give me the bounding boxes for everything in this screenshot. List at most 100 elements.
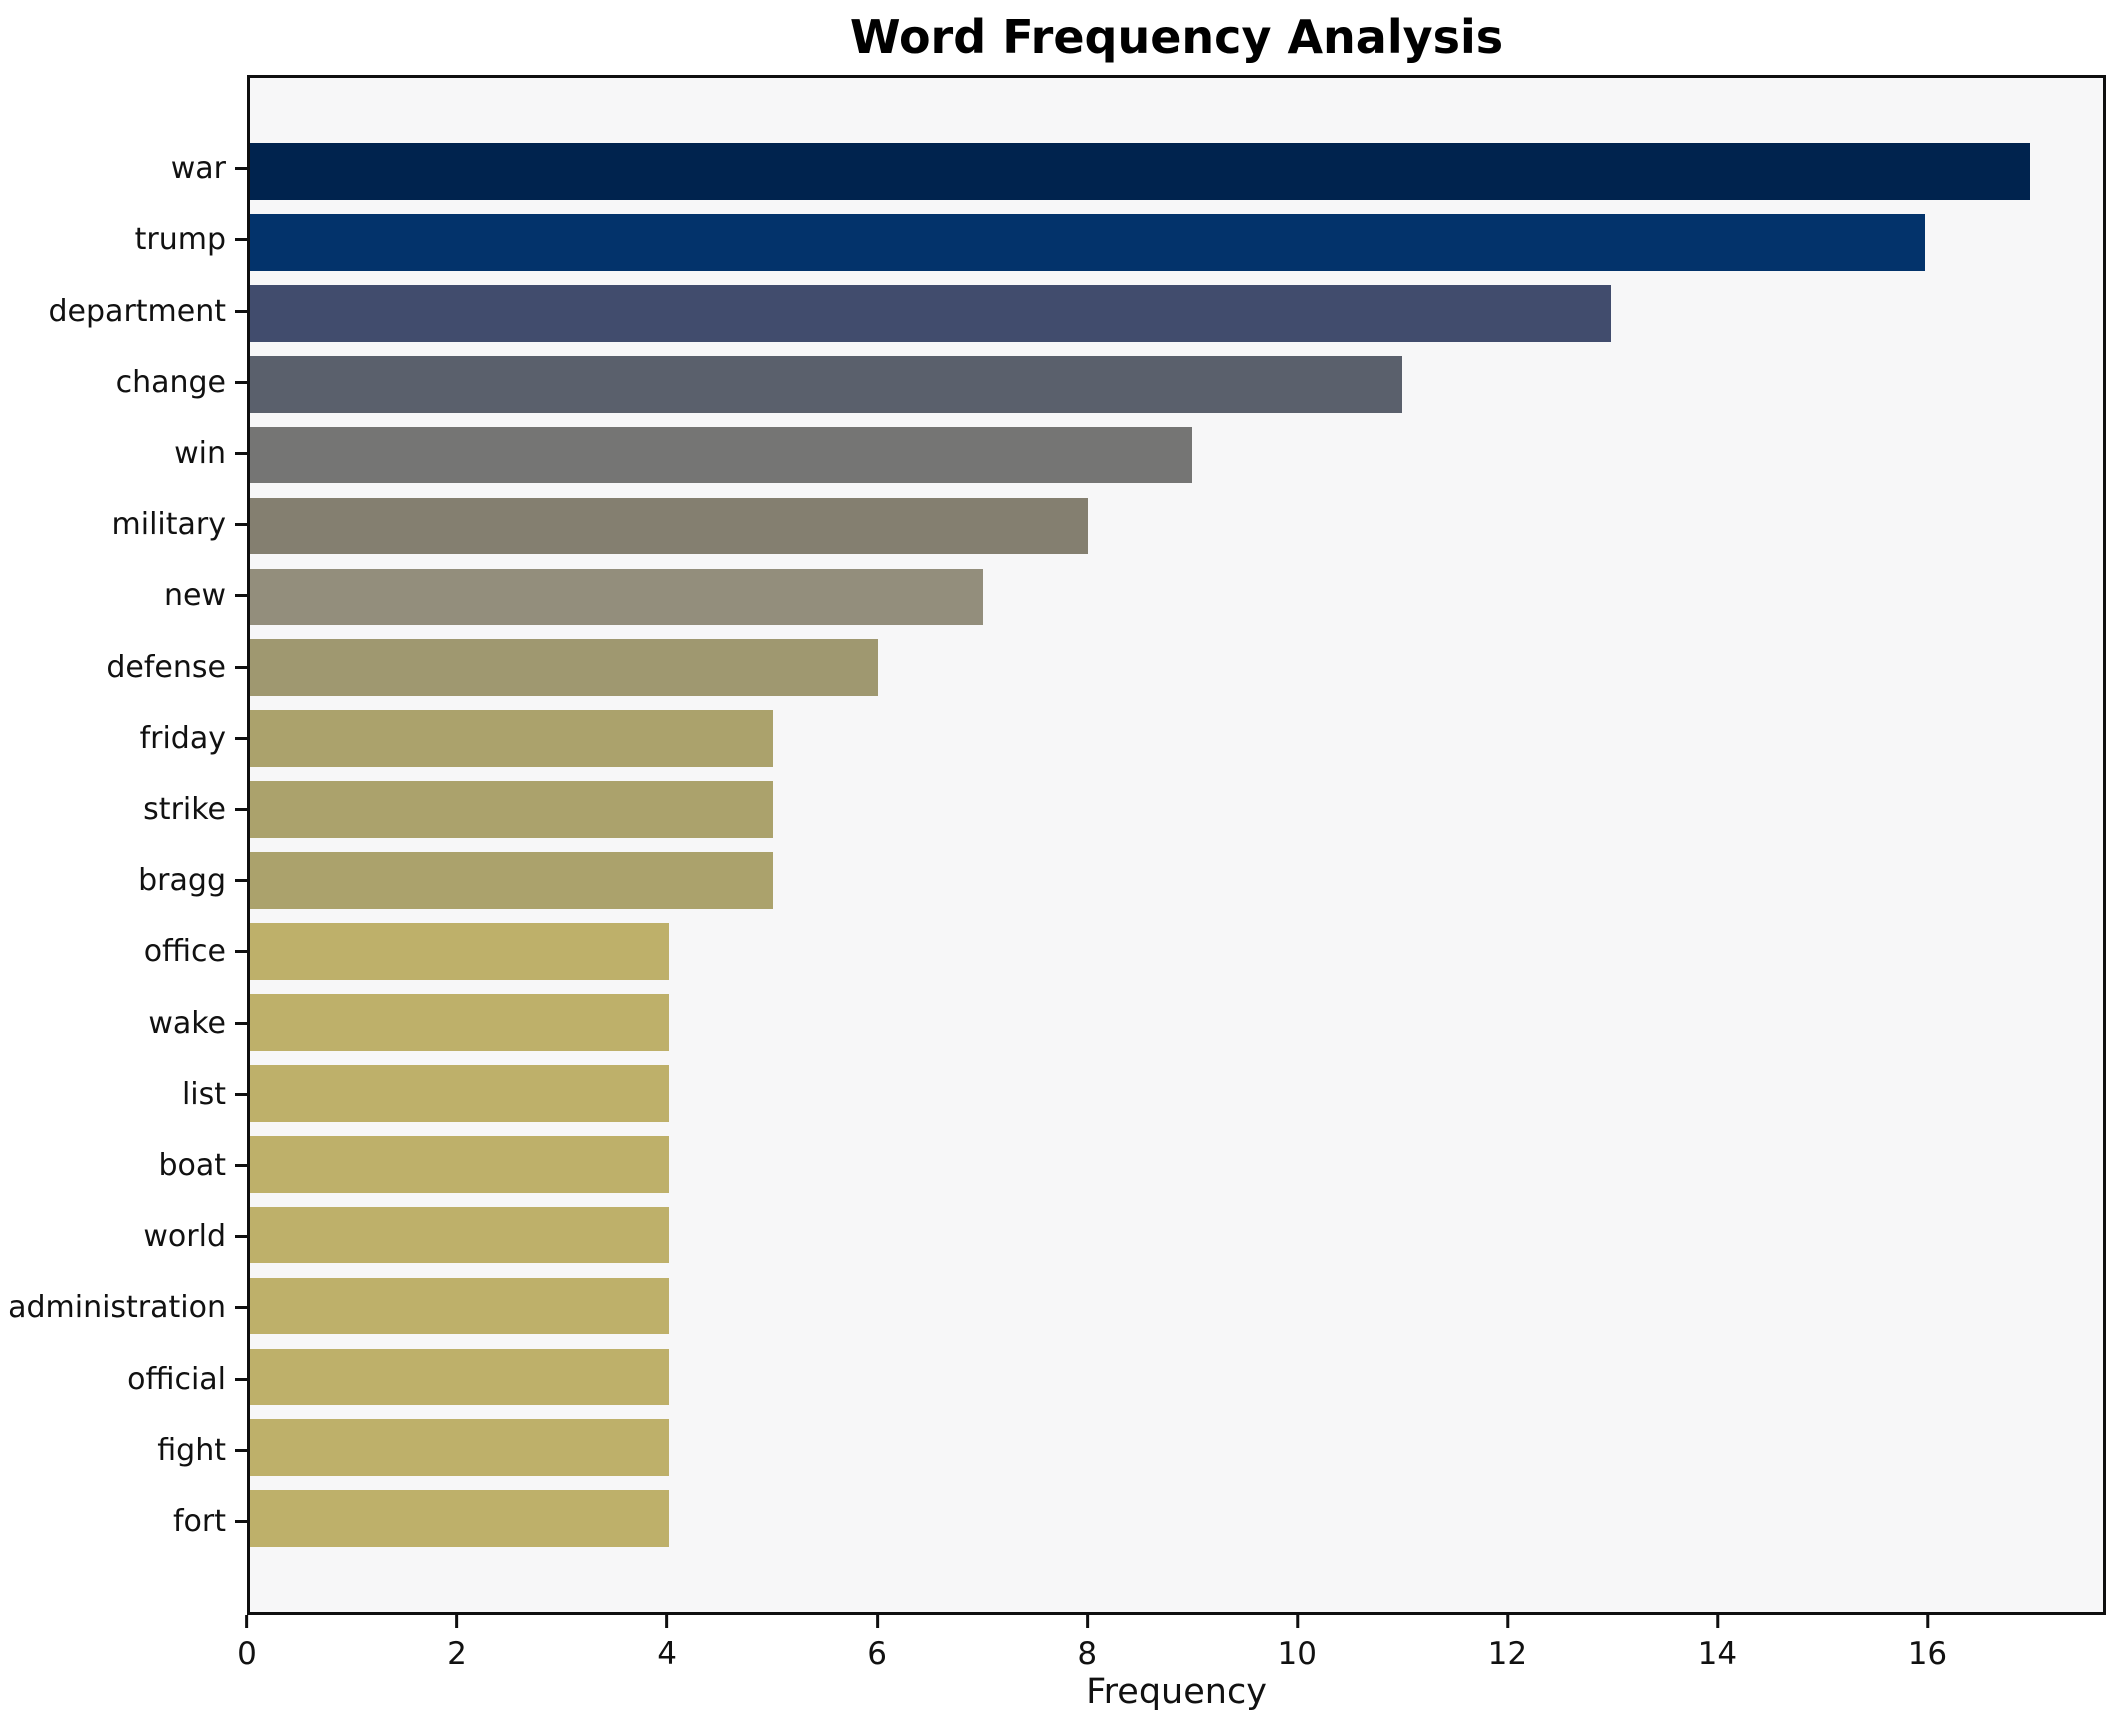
y-label-new: new <box>163 578 226 614</box>
y-tick-mark <box>235 238 247 242</box>
y-label-row: strike <box>0 774 247 845</box>
bar-row <box>250 207 2103 278</box>
x-tick-mark <box>1715 1615 1719 1628</box>
bar-row <box>250 845 2103 916</box>
bar-administration <box>250 1277 669 1335</box>
y-label-row: list <box>0 1059 247 1130</box>
x-tick: 0 <box>237 1615 257 1672</box>
bar-row <box>250 136 2103 207</box>
y-tick-mark <box>235 1235 247 1239</box>
bar-row <box>250 987 2103 1058</box>
bar-row <box>250 916 2103 987</box>
y-tick-mark <box>235 309 247 313</box>
bar-trump <box>250 214 1926 271</box>
y-label-row: fort <box>0 1486 247 1557</box>
x-tick: 2 <box>447 1615 467 1672</box>
y-label-row: bragg <box>0 845 247 916</box>
y-label-row: official <box>0 1343 247 1414</box>
y-label-military: military <box>111 507 226 543</box>
bar-new <box>250 568 983 626</box>
bar-row <box>250 1483 2103 1554</box>
y-tick-mark <box>235 1021 247 1025</box>
y-label-row: wake <box>0 987 247 1058</box>
y-label-defense: defense <box>106 649 226 685</box>
y-tick-mark <box>235 879 247 883</box>
x-tick-label: 12 <box>1487 1636 1528 1672</box>
y-label-row: military <box>0 489 247 560</box>
y-label-list: list <box>181 1076 226 1112</box>
x-axis-title: Frequency <box>1086 1672 1267 1712</box>
bar-row <box>250 491 2103 562</box>
x-tick: 4 <box>657 1615 677 1672</box>
bar-row <box>250 1412 2103 1483</box>
x-tick-mark <box>1085 1615 1089 1628</box>
bar-row <box>250 703 2103 774</box>
bar-fight <box>250 1419 669 1477</box>
bar-fort <box>250 1490 669 1548</box>
y-tick-mark <box>235 167 247 171</box>
y-axis-labels: war trump department change win military new de… <box>0 75 247 1615</box>
bar-row <box>250 278 2103 349</box>
bar-row <box>250 774 2103 845</box>
y-label-world: world <box>143 1219 226 1255</box>
x-tick-label: 6 <box>867 1636 888 1672</box>
bar-row <box>250 1341 2103 1412</box>
bar-defense <box>250 639 879 697</box>
x-tick-mark <box>1295 1615 1299 1628</box>
x-axis-ticks: 0 2 4 6 8 10 12 14 16 <box>237 1615 2106 1695</box>
y-label-war: war <box>170 151 226 187</box>
bar-bragg <box>250 852 774 909</box>
y-label-row: fight <box>0 1415 247 1486</box>
y-tick-mark <box>235 523 247 527</box>
y-label-row: trump <box>0 204 247 275</box>
y-label-row: friday <box>0 703 247 774</box>
bars-container <box>250 78 2103 1612</box>
bar-department <box>250 284 1611 342</box>
bar-boat <box>250 1135 669 1193</box>
x-tick-label: 10 <box>1277 1636 1318 1672</box>
bar-military <box>250 497 1088 555</box>
x-tick-label: 16 <box>1907 1636 1948 1672</box>
x-tick-label: 4 <box>657 1636 677 1672</box>
y-label-fort: fort <box>172 1503 226 1539</box>
x-tick: 8 <box>1077 1615 1097 1672</box>
y-label-wake: wake <box>148 1005 226 1041</box>
y-tick-mark <box>235 1092 247 1096</box>
y-tick-mark <box>235 665 247 669</box>
bar-office <box>250 923 669 980</box>
bar-friday <box>250 710 774 768</box>
y-label-trump: trump <box>134 222 226 258</box>
y-label-friday: friday <box>139 720 226 756</box>
y-tick-mark <box>235 736 247 740</box>
y-label-row: world <box>0 1201 247 1272</box>
y-label-row: war <box>0 133 247 204</box>
x-tick-mark <box>665 1615 669 1628</box>
x-tick: 12 <box>1488 1615 1527 1672</box>
x-tick-mark <box>1925 1615 1929 1628</box>
y-tick-mark <box>235 1306 247 1310</box>
y-tick-mark <box>235 1448 247 1452</box>
y-label-official: official <box>127 1361 226 1397</box>
y-label-boat: boat <box>158 1147 226 1183</box>
y-label-row: new <box>0 560 247 631</box>
x-tick-mark <box>875 1615 879 1628</box>
bar-official <box>250 1348 669 1406</box>
bar-list <box>250 1064 669 1122</box>
x-tick-mark <box>245 1615 249 1628</box>
bar-row <box>250 1129 2103 1200</box>
x-tick-label: 2 <box>447 1636 467 1672</box>
x-tick-label: 0 <box>237 1636 257 1672</box>
bar-row <box>250 1271 2103 1342</box>
x-tick: 10 <box>1278 1615 1317 1672</box>
bar-world <box>250 1206 669 1264</box>
y-label-row: win <box>0 418 247 489</box>
y-label-office: office <box>143 934 226 970</box>
bar-row <box>250 1200 2103 1271</box>
x-tick-mark <box>1505 1615 1509 1628</box>
y-label-row: boat <box>0 1130 247 1201</box>
y-label-change: change <box>115 364 226 400</box>
bar-row <box>250 420 2103 491</box>
bar-strike <box>250 781 774 838</box>
y-label-strike: strike <box>143 791 226 827</box>
